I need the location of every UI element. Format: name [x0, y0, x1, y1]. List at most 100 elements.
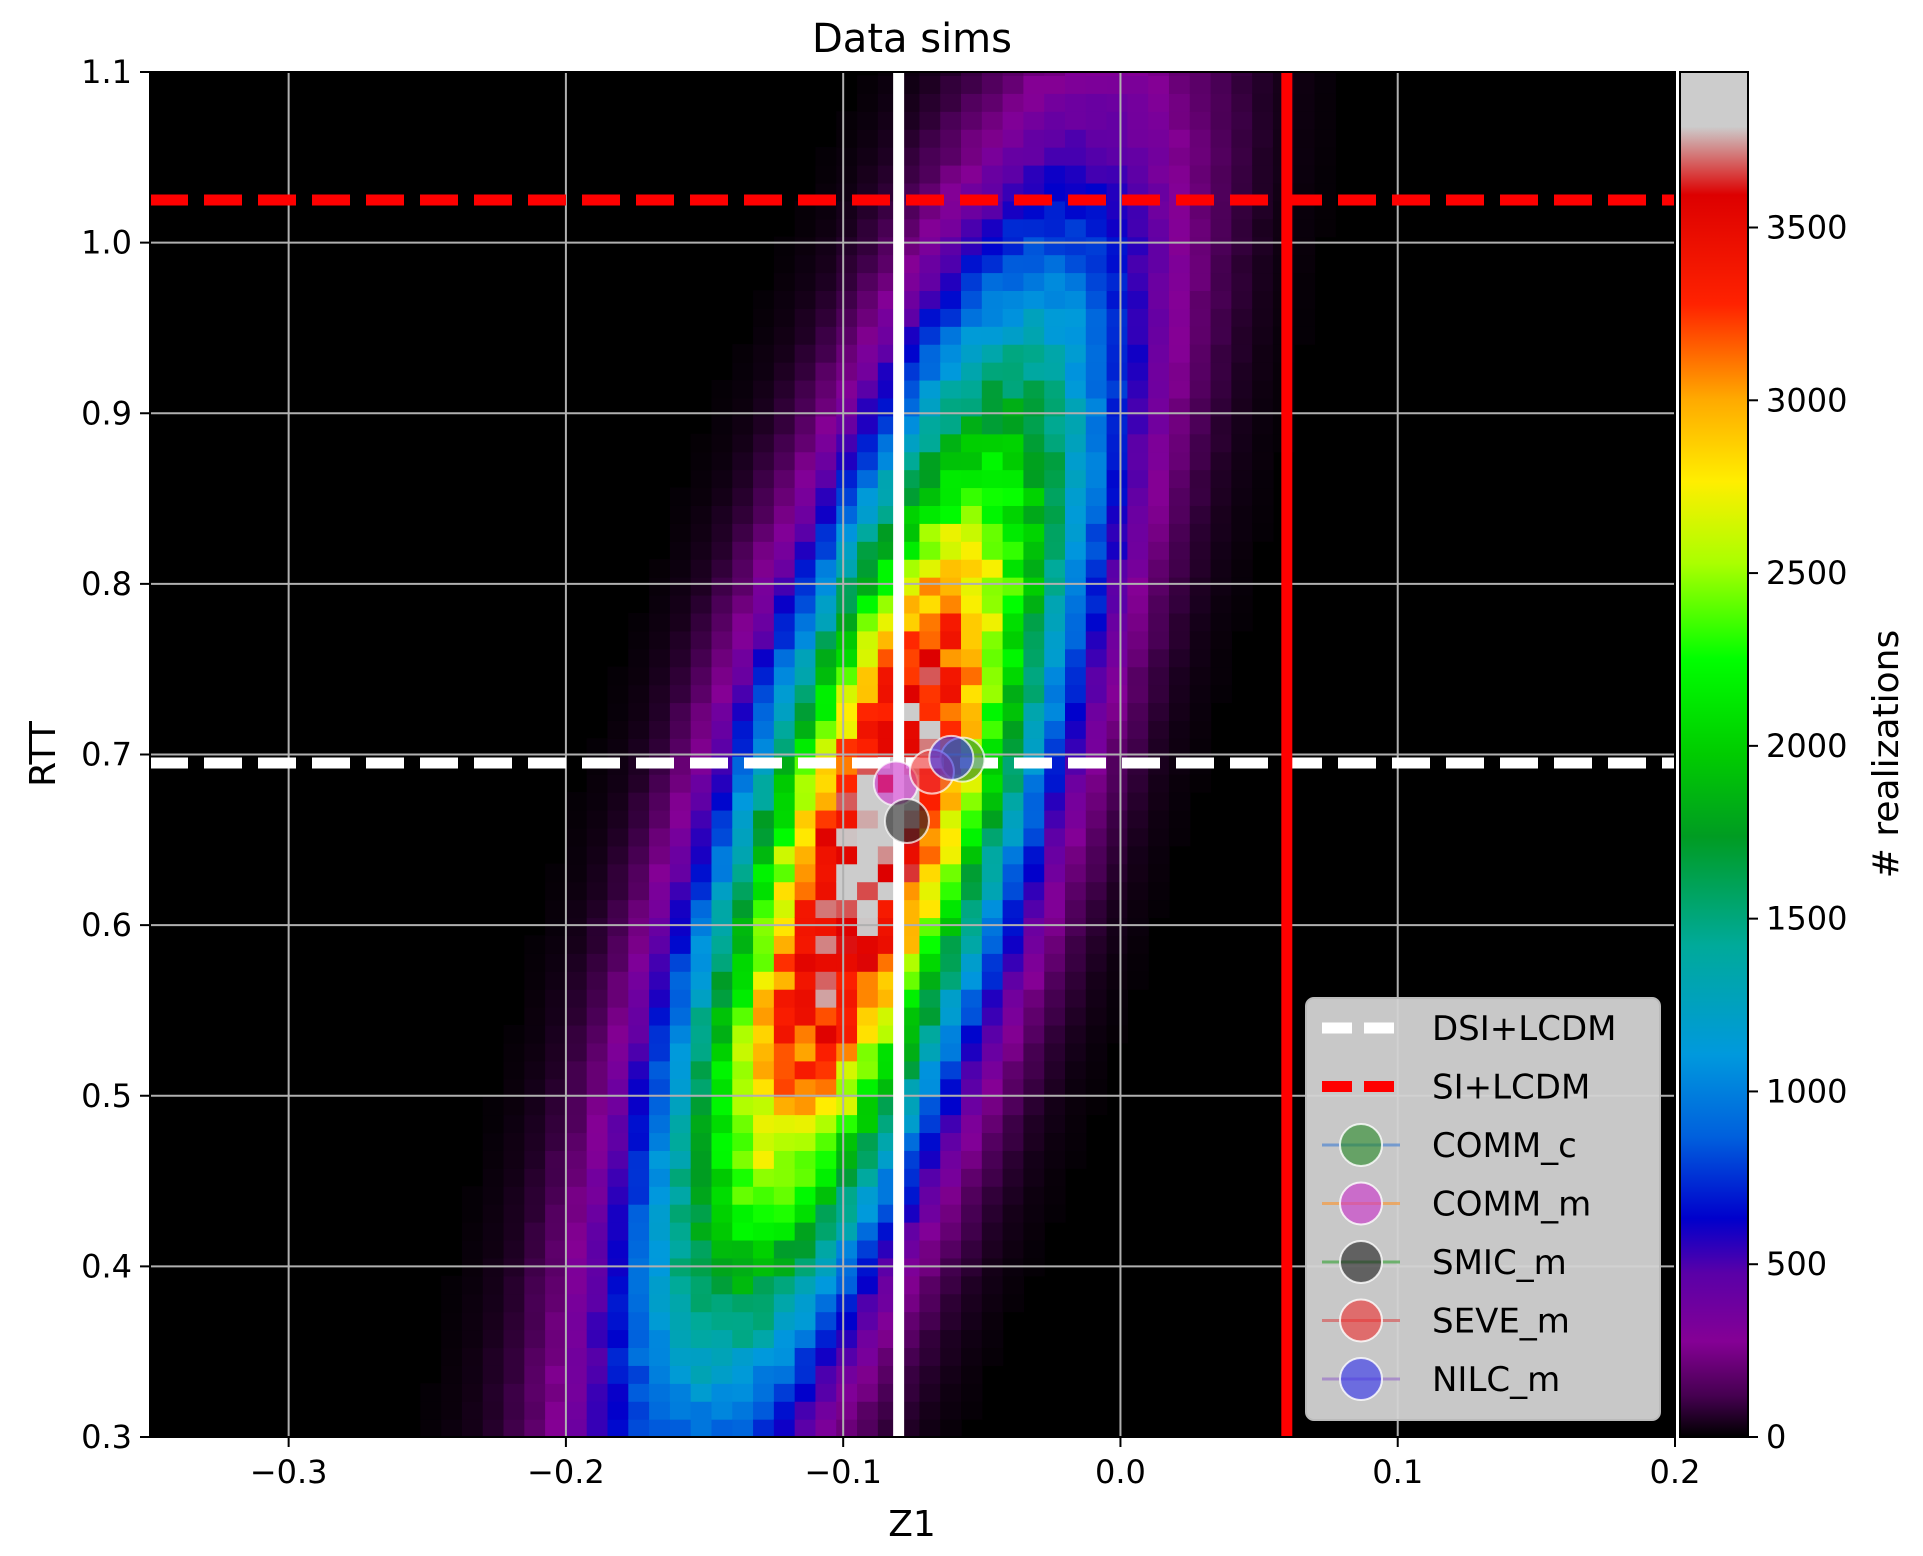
heatmap-cell [441, 1365, 463, 1384]
heatmap-cell [961, 917, 983, 936]
heatmap-cell [1044, 164, 1066, 184]
heatmap-cell [857, 1186, 879, 1205]
heatmap-cell [919, 218, 941, 238]
heatmap-cell [857, 738, 879, 757]
heatmap-cell [940, 1401, 962, 1420]
heatmap-cell [503, 1060, 525, 1080]
heatmap-cell [732, 989, 754, 1008]
heatmap-cell [1293, 93, 1316, 112]
heatmap-cell [503, 1024, 525, 1044]
heatmap-cell [961, 1329, 983, 1349]
heatmap-cell [586, 1024, 609, 1044]
heatmap-cell [773, 1114, 796, 1134]
heatmap-cell [1065, 129, 1087, 148]
heatmap-cell [669, 792, 692, 811]
heatmap-cell [628, 917, 650, 936]
heatmap-cell [1106, 147, 1128, 166]
heatmap-cell [649, 863, 671, 883]
heatmap-cell [586, 935, 609, 954]
heatmap-cell [1002, 379, 1025, 399]
heatmap-cell [1044, 451, 1066, 471]
heatmap-cell [919, 1347, 941, 1366]
heatmap-cell [711, 1329, 733, 1349]
heatmap-cell [961, 1060, 983, 1080]
heatmap-cell [690, 1275, 713, 1295]
legend: DSI+LCDMSI+LCDMCOMM_cCOMM_mSMIC_mSEVE_mN… [1305, 997, 1661, 1421]
heatmap-cell [711, 1419, 733, 1437]
heatmap-cell [794, 290, 817, 309]
heatmap-cell [753, 1365, 775, 1384]
heatmap-cell [753, 971, 775, 990]
heatmap-cell [753, 469, 775, 489]
heatmap-cell [1189, 75, 1212, 94]
heatmap-cell [981, 612, 1004, 632]
heatmap-cell [940, 1383, 962, 1402]
heatmap-cell [753, 379, 775, 399]
heatmap-cell [1189, 344, 1212, 363]
heatmap-cell [649, 1150, 671, 1169]
heatmap-cell [857, 989, 879, 1008]
legend-marker-swatch [1339, 1181, 1383, 1226]
heatmap-cell [794, 541, 817, 560]
heatmap-cell [1065, 809, 1087, 829]
heatmap-cell [1127, 648, 1149, 668]
heatmap-cell [1023, 594, 1045, 614]
heatmap-cell [628, 989, 650, 1008]
heatmap-cell [524, 953, 546, 972]
heatmap-cell [607, 827, 629, 847]
heatmap-cell [1231, 451, 1253, 471]
heatmap-cell [524, 1024, 546, 1044]
heatmap-cell [1127, 451, 1149, 471]
heatmap-cell [732, 1150, 754, 1169]
data-point-nilc-m [928, 734, 975, 781]
x-axis: −0.3 −0.2 −0.1 0.0 0.1 0.2 [250, 1437, 1700, 1491]
heatmap-cell [649, 899, 671, 919]
heatmap-cell [857, 111, 879, 130]
heatmap-cell [981, 451, 1004, 471]
heatmap-cell [690, 684, 713, 704]
heatmap-cell [649, 720, 671, 739]
heatmap-cell [1023, 630, 1045, 650]
heatmap-cell [919, 1078, 941, 1098]
heatmap-cell [732, 1222, 754, 1241]
heatmap-cell [649, 738, 671, 757]
heatmap-cell [940, 1239, 962, 1259]
heatmap-cell [981, 415, 1004, 435]
heatmap-cell [461, 1293, 484, 1313]
heatmap-cell [649, 809, 671, 829]
heatmap-cell [940, 1204, 962, 1223]
heatmap-cell [773, 397, 796, 417]
heatmap-cell [1106, 541, 1128, 560]
heatmap-cell [1106, 935, 1128, 954]
heatmap-cell [919, 630, 941, 650]
heatmap-cell [1002, 362, 1025, 381]
y-tick-label: 0.5 [81, 1077, 132, 1115]
heatmap-cell [732, 935, 754, 954]
heatmap-cell [919, 505, 941, 524]
heatmap-cell [1189, 397, 1212, 417]
heatmap-cell [1044, 344, 1066, 363]
heatmap-cell [857, 1114, 879, 1134]
heatmap-cell [1023, 236, 1045, 256]
heatmap-cell [857, 971, 879, 990]
heatmap-cell [919, 720, 941, 739]
heatmap-cell [815, 594, 837, 614]
heatmap-cell [711, 1383, 733, 1402]
heatmap-cell [857, 702, 879, 721]
heatmap-cell [1023, 1150, 1045, 1169]
heatmap-cell [961, 164, 983, 184]
heatmap-cell [981, 792, 1004, 811]
heatmap-cell [1023, 845, 1045, 865]
heatmap-cell [794, 666, 817, 686]
heatmap-cell [628, 1007, 650, 1026]
heatmap-cell [607, 1024, 629, 1044]
heatmap-cell [1044, 1024, 1066, 1044]
heatmap-cell [1148, 881, 1170, 901]
heatmap-cell [1168, 308, 1191, 327]
heatmap-cell [669, 881, 692, 901]
heatmap-cell [732, 344, 754, 363]
heatmap-cell [940, 272, 962, 291]
heatmap-cell [1023, 326, 1045, 345]
heatmap-cell [1148, 75, 1170, 94]
heatmap-cell [1002, 1042, 1025, 1062]
